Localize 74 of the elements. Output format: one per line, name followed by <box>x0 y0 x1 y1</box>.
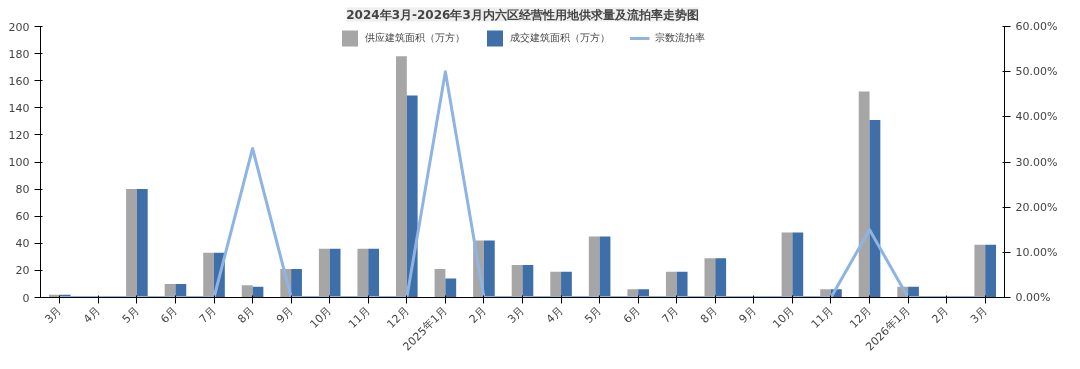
x-tick-label: 7月 <box>659 303 682 326</box>
y-tick-label: 60 <box>15 210 30 224</box>
y-tick-label: 200 <box>8 20 30 34</box>
y2-tick-label: 40.00% <box>1015 110 1058 124</box>
bar <box>550 271 562 298</box>
bar <box>445 278 457 298</box>
x-tick-label: 5月 <box>119 303 142 326</box>
y-tick-label: 160 <box>8 74 30 88</box>
bar <box>136 189 148 298</box>
y2-tick-label: 50.00% <box>1015 65 1058 79</box>
y2-tick-label: 30.00% <box>1015 155 1058 169</box>
x-tick-label: 3月 <box>967 303 990 326</box>
y-tick-label: 120 <box>8 128 30 142</box>
bar <box>396 56 407 298</box>
chart-title: 2024年3月-2026年3月内六区经营性用地供求量及流拍率走势图 <box>346 7 699 22</box>
x-tick-label: 8月 <box>697 303 720 326</box>
x-tick-label: 4月 <box>81 303 103 326</box>
y-tick-label: 80 <box>15 183 30 197</box>
y-tick-label: 40 <box>15 237 30 251</box>
y2-tick-label: 20.00% <box>1015 200 1058 214</box>
x-tick-label: 5月 <box>582 303 605 326</box>
x-tick-label: 11月 <box>808 303 836 331</box>
x-tick-label: 7月 <box>196 303 219 326</box>
bar <box>704 258 716 298</box>
bar <box>561 271 572 298</box>
legend-label: 供应建筑面积（万方） <box>364 31 465 45</box>
bar <box>792 232 804 298</box>
y-tick-label: 180 <box>8 47 30 61</box>
bar <box>588 236 600 298</box>
x-tick-label: 9月 <box>736 303 759 326</box>
bar <box>203 252 215 298</box>
x-tick-label: 12月 <box>847 303 875 331</box>
bar <box>599 236 611 298</box>
y-tick-label: 140 <box>8 101 30 115</box>
bar <box>511 264 523 298</box>
x-tick-label: 6月 <box>158 303 181 326</box>
x-tick-label: 2月 <box>929 303 952 326</box>
x-tick-label: 4月 <box>543 303 566 326</box>
x-tick-label: 10月 <box>770 303 798 331</box>
bar <box>318 248 330 298</box>
x-tick-label: 12月 <box>384 303 412 331</box>
bar <box>368 248 380 298</box>
bar <box>985 244 997 298</box>
y-tick-label: 100 <box>8 156 30 169</box>
bar <box>676 271 688 298</box>
bar <box>291 269 302 298</box>
bar <box>175 283 187 298</box>
line-series <box>58 70 987 298</box>
x-tick-label: 11月 <box>345 303 373 331</box>
bar <box>434 269 446 298</box>
x-tick-label: 8月 <box>235 303 258 326</box>
y2-tick-label: 60.00% <box>1015 20 1058 33</box>
bar <box>715 258 727 298</box>
bar <box>406 95 418 298</box>
y2-tick-label: 0.00% <box>1015 291 1051 304</box>
y-tick-label: 0 <box>22 291 30 305</box>
bar <box>781 232 793 298</box>
x-tick-label: 6月 <box>620 303 643 326</box>
bar <box>858 91 870 298</box>
bar <box>974 244 986 298</box>
bar <box>241 285 253 298</box>
x-tick-label: 9月 <box>273 303 296 326</box>
bar <box>126 189 137 298</box>
bar <box>483 240 495 298</box>
x-tick-label: 2月 <box>466 303 489 326</box>
x-tick-label: 10月 <box>307 303 335 331</box>
bar <box>357 248 369 298</box>
bar <box>665 271 677 298</box>
y2-tick-label: 10.00% <box>1015 245 1058 259</box>
legend-label: 宗数流拍率 <box>654 31 705 45</box>
legend-label: 成交建筑面积（万方） <box>509 31 610 45</box>
y-tick-label: 20 <box>15 264 30 278</box>
x-tick-label: 3月 <box>505 303 528 326</box>
x-tick-label: 3月 <box>42 303 65 326</box>
